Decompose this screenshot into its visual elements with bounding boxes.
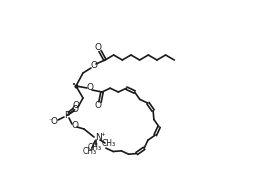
Text: O: O xyxy=(91,62,98,70)
Text: O: O xyxy=(94,101,102,111)
Text: CH₃: CH₃ xyxy=(83,146,97,156)
Text: O: O xyxy=(86,83,93,93)
Text: O: O xyxy=(73,101,80,111)
Text: O: O xyxy=(94,43,102,53)
Text: ⁻: ⁻ xyxy=(48,116,52,125)
Text: +: + xyxy=(101,132,105,137)
Text: CH₃: CH₃ xyxy=(88,143,102,153)
Text: O: O xyxy=(72,104,79,114)
Text: •: • xyxy=(72,82,76,88)
Text: CH₃: CH₃ xyxy=(102,140,116,148)
Text: N: N xyxy=(95,132,101,142)
Text: O: O xyxy=(50,117,57,127)
Text: O: O xyxy=(72,121,79,130)
Text: P: P xyxy=(64,111,70,119)
